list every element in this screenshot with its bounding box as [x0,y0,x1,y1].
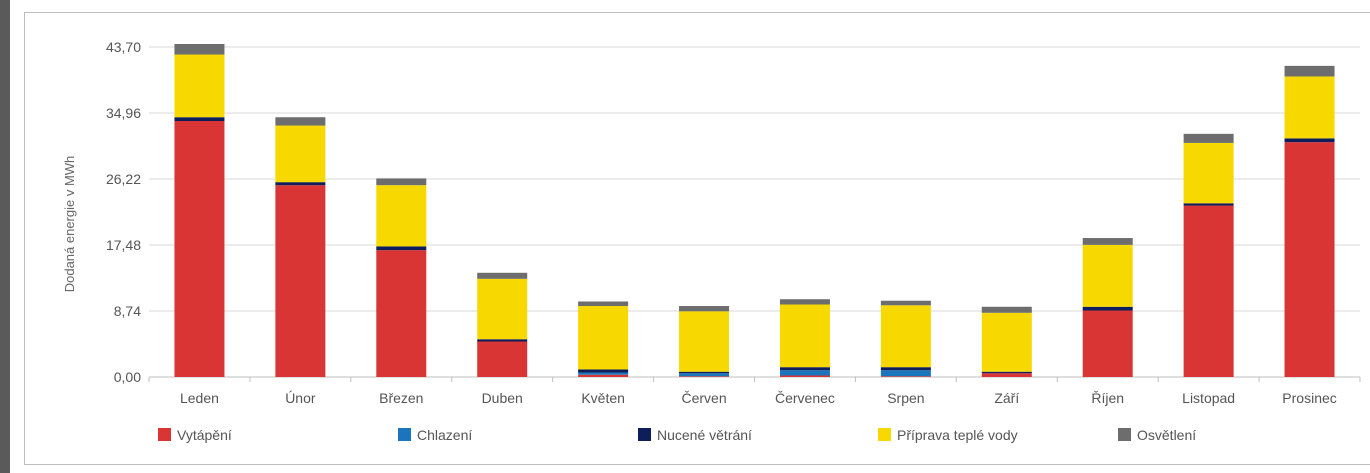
bar-segment-březen-0 [376,250,427,377]
legend-swatch [638,428,651,441]
bar-segment-listopad-2 [1183,203,1234,206]
bar-segment-únor-2 [275,182,326,186]
bar-segment-prosinec-0 [1284,142,1335,377]
bar-segment-září-4 [981,306,1032,313]
x-tick-label: Prosinec [1282,390,1336,406]
bar-segment-leden-0 [174,121,225,377]
legend-label: Nucené větrání [657,427,752,443]
y-tick-label: 34,96 [106,105,141,121]
bar-segment-prosinec-4 [1284,65,1335,77]
bar-segment-únor-0 [275,185,326,377]
legend-swatch [878,428,891,441]
bar-segment-únor-3 [275,125,326,183]
bar-segment-březen-4 [376,178,427,186]
bar-segment-srpen-4 [880,300,931,306]
bar-segment-březen-2 [376,246,427,251]
y-axis-label: Dodaná energie v MWh [62,156,77,293]
gridlines [149,46,1360,378]
x-tick-label: Leden [180,390,219,406]
bar-segment-září-2 [981,371,1032,374]
bar-segment-květen-2 [578,369,629,373]
bar-segment-červen-3 [679,311,730,372]
bar-segment-květen-4 [578,301,629,307]
bar-segment-červenec-1 [779,370,830,376]
bar-segment-říjen-4 [1082,238,1133,245]
bar-segment-červen-2 [679,371,730,374]
y-tick-label: 8,74 [114,303,141,319]
bar-segment-červen-4 [679,306,730,312]
bar-segment-únor-4 [275,117,326,126]
bar-segment-duben-4 [477,272,528,279]
bar-segment-říjen-2 [1082,306,1133,311]
legend-label: Osvětlení [1137,427,1196,443]
bar-segment-červenec-4 [779,299,830,305]
bar-segment-červen-1 [679,373,730,377]
x-tick-label: Květen [581,390,625,406]
bar-segment-květen-1 [578,372,629,375]
bar-segment-listopad-3 [1183,142,1234,204]
y-tick-label: 17,48 [106,237,141,253]
x-tick-label: Říjen [1091,390,1124,406]
bar-segment-leden-3 [174,54,225,118]
bar-segment-květen-3 [578,306,629,370]
y-tick-label: 26,22 [106,171,141,187]
bar-segment-prosinec-3 [1284,76,1335,139]
bar-segment-leden-2 [174,117,225,122]
bar-segment-červenec-3 [779,304,830,368]
x-tick-label: Únor [285,390,316,406]
bar-segment-duben-0 [477,341,528,377]
bar-segment-červenec-2 [779,367,830,371]
bar-segment-květen-0 [578,374,629,377]
x-tick-label: Březen [379,390,423,406]
x-tick-label: Srpen [887,390,924,406]
chart-panel: 0,00 8,74 17,48 26,22 34,96 43,70 Leden Únor Bř… [24,12,1370,465]
bar-segment-leden-4 [174,43,225,55]
x-tick-label: Listopad [1182,390,1235,406]
bar-segment-říjen-3 [1082,244,1133,307]
bar-segment-srpen-0 [880,376,931,377]
x-tick-label: Červenec [775,390,835,406]
legend-swatch [398,428,411,441]
bars [174,43,1335,377]
bar-segment-srpen-3 [880,305,931,368]
y-tick-label: 0,00 [114,369,141,385]
bar-segment-červenec-0 [779,375,830,377]
x-tick-label: Září [994,390,1019,406]
legend-label: Chlazení [417,427,472,443]
x-axis-ticks: Leden Únor Březen Duben Květen Červen Červenec… [148,377,1361,406]
bar-segment-prosinec-2 [1284,138,1335,143]
stacked-bar-chart: 0,00 8,74 17,48 26,22 34,96 43,70 Leden Únor Bř… [62,39,1361,443]
bar-segment-březen-3 [376,185,427,247]
legend-label: Vytápění [177,427,232,443]
bar-segment-září-3 [981,312,1032,372]
bar-segment-listopad-4 [1183,133,1234,143]
legend: Vytápění Chlazení Nucené větrání Příprava t… [158,427,1196,443]
y-axis-ticks: 0,00 8,74 17,48 26,22 34,96 43,70 [106,39,141,385]
legend-swatch [1118,428,1131,441]
x-tick-label: Duben [482,390,523,406]
bar-segment-duben-2 [477,339,528,342]
bar-segment-srpen-1 [880,370,931,377]
bar-segment-červen-0 [679,376,730,377]
bar-segment-listopad-0 [1183,205,1234,377]
y-tick-label: 43,70 [106,39,141,55]
x-tick-label: Červen [681,390,726,406]
legend-swatch [158,428,171,441]
bar-segment-říjen-0 [1082,310,1133,377]
bar-segment-září-0 [981,373,1032,377]
bar-segment-srpen-2 [880,367,931,371]
legend-label: Příprava teplé vody [897,427,1018,443]
bar-segment-duben-3 [477,278,528,340]
